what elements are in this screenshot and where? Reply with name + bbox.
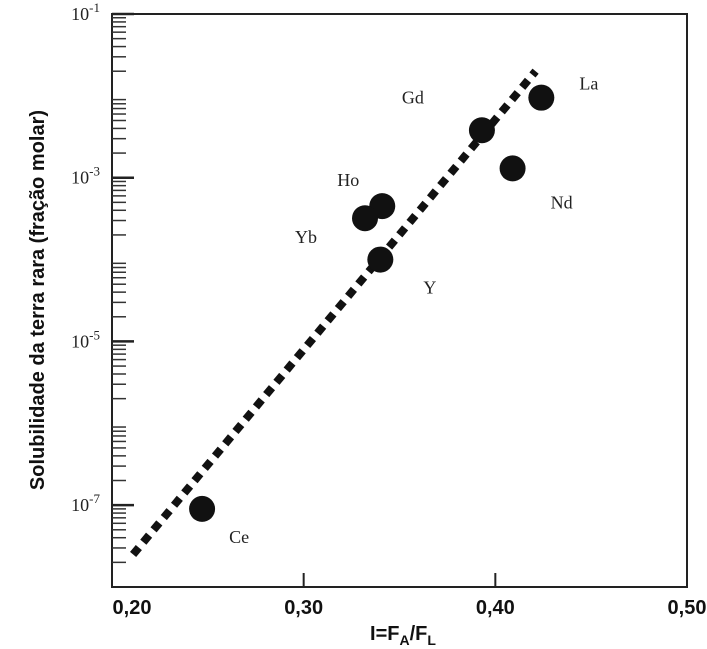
data-point-y bbox=[367, 246, 394, 273]
data-point-gd bbox=[468, 117, 495, 144]
point-label-y: Y bbox=[423, 278, 436, 298]
x-tick-label: 0,30 bbox=[284, 597, 323, 619]
data-point-ce bbox=[189, 495, 216, 522]
y-tick-label: 10-3 bbox=[71, 164, 100, 188]
point-label-yb: Yb bbox=[295, 227, 317, 247]
y-tick-label: 10-1 bbox=[71, 0, 100, 24]
point-label-nd: Nd bbox=[551, 192, 573, 212]
y-ticks: 10-1 10-3 10-5 10-7 bbox=[71, 0, 134, 515]
x-tick-label: 0,20 bbox=[113, 597, 152, 619]
point-label-la: La bbox=[579, 74, 598, 94]
y-tick-label: 10-7 bbox=[71, 491, 100, 515]
point-label-ce: Ce bbox=[229, 527, 249, 547]
x-tick-label: 0,40 bbox=[476, 597, 515, 619]
point-label-ho: Ho bbox=[337, 170, 359, 190]
x-tick-label: 0,50 bbox=[668, 597, 707, 619]
data-point-la bbox=[528, 84, 555, 111]
trend-line bbox=[130, 68, 539, 557]
plot-frame bbox=[111, 13, 688, 588]
point-label-gd: Gd bbox=[402, 87, 424, 107]
data-point-yb bbox=[352, 205, 378, 232]
data-points bbox=[189, 84, 555, 522]
x-ticks: 0,20 0,30 0,40 0,50 bbox=[111, 573, 707, 619]
y-axis-title: Solubilidade da terra rara (fração molar… bbox=[27, 110, 49, 490]
point-labels: La Gd Nd Ho Yb Y Ce bbox=[229, 74, 598, 547]
y-tick-label: 10-5 bbox=[71, 327, 100, 351]
data-point-nd bbox=[499, 155, 526, 182]
x-axis-title: I=FA/FL bbox=[370, 623, 436, 648]
y-minor-ticks bbox=[112, 16, 126, 564]
